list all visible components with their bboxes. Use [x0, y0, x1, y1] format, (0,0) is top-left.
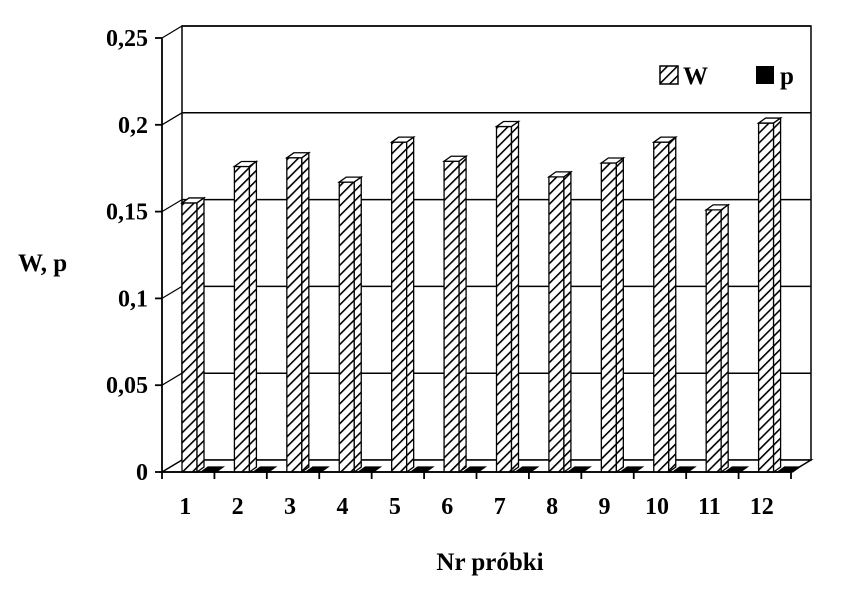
- gridline-side: [161, 112, 183, 126]
- x-tick-labels: 1 2 3 4 5 6 7 8 9 10 11 12: [179, 494, 774, 520]
- bar-W-7: [494, 120, 521, 474]
- x-tick-label: 12: [750, 494, 774, 520]
- y-tick-labels: 0 0,05 0,1 0,15 0,2 0,25: [106, 26, 148, 486]
- x-tick-label: 8: [546, 494, 558, 520]
- bar-W-5: [389, 135, 416, 474]
- legend-swatch-p: [756, 66, 774, 84]
- legend-label-p: p: [780, 63, 794, 90]
- x-tick-label: 2: [232, 494, 244, 520]
- x-tick-label: 6: [441, 494, 453, 520]
- x-axis-title: Nr próbki: [436, 549, 543, 576]
- y-tick-label: 0: [136, 460, 148, 486]
- legend-swatch-W: [659, 65, 679, 85]
- gridline-side: [161, 372, 183, 386]
- bar-W-4: [337, 175, 364, 474]
- x-tick-label: 4: [336, 494, 348, 520]
- x-tick-label: 5: [389, 494, 401, 520]
- gridline-side: [161, 199, 183, 213]
- bar-W-12: [756, 116, 783, 474]
- y-tick-label: 0,1: [118, 286, 148, 312]
- x-tick-label: 9: [599, 494, 611, 520]
- gridline-side: [161, 25, 183, 39]
- axes: [155, 37, 792, 479]
- bar-W-9: [599, 156, 626, 474]
- bar-W-8: [546, 170, 573, 474]
- bar-W-11: [704, 203, 731, 474]
- x-tick-label: 1: [179, 494, 191, 520]
- legend-label-W: W: [683, 63, 708, 90]
- bar-W-3: [284, 151, 311, 474]
- gridline-side: [161, 285, 183, 299]
- bar-W-1: [179, 196, 207, 474]
- y-axis-title: W, p: [18, 250, 67, 277]
- x-tick-label: 3: [284, 494, 296, 520]
- y-tick-label: 0,15: [106, 200, 148, 226]
- y-tick-label: 0,2: [118, 113, 148, 139]
- x-tick-label: 11: [698, 494, 721, 520]
- bar-W-10: [651, 135, 678, 474]
- bars: [179, 116, 802, 474]
- y-tick-label: 0,05: [106, 373, 148, 399]
- bar-W-6: [442, 154, 469, 474]
- legend: W p: [659, 63, 794, 90]
- y-tick-label: 0,25: [106, 26, 148, 52]
- x-tick-label: 10: [645, 494, 669, 520]
- x-tick-label: 7: [494, 494, 506, 520]
- bar-W-2: [232, 160, 259, 474]
